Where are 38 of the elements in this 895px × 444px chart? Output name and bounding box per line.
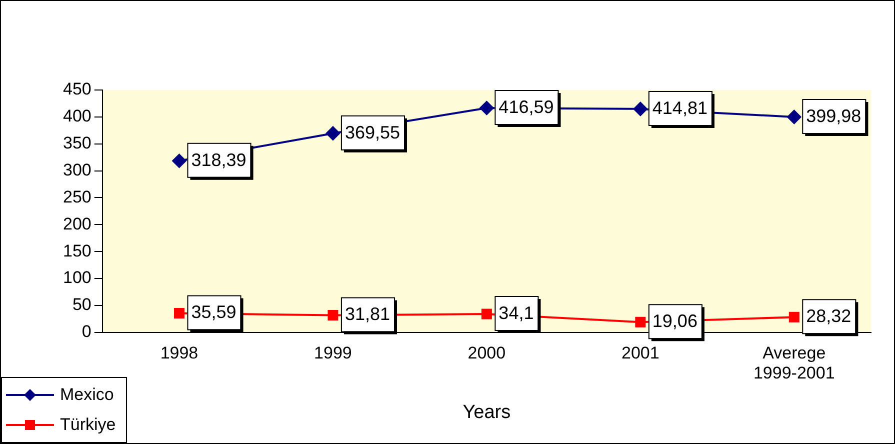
y-tick-label: 350: [62, 134, 92, 153]
point: [328, 310, 338, 321]
data-label: 414,81: [652, 98, 708, 118]
x-tick-label: 1999: [314, 343, 352, 362]
point: [481, 308, 492, 320]
y-tick-label: 250: [62, 187, 92, 206]
y-tick-label: 100: [62, 268, 92, 288]
point: [787, 110, 802, 124]
data-label: 416,59: [498, 96, 554, 117]
point: [174, 308, 184, 318]
y-tick-label: 450: [62, 80, 92, 99]
y-tick-label: 300: [62, 160, 92, 180]
data-label: 35,59: [191, 302, 236, 322]
x-tick-label: 1998: [160, 343, 198, 362]
y-tick-label: 200: [62, 214, 92, 234]
data-label: 34,1: [498, 303, 534, 323]
point: [480, 100, 494, 115]
data-label: 19,06: [652, 311, 698, 332]
legend-label: Mexico: [60, 385, 114, 405]
data-label: 399,98: [806, 106, 862, 126]
data-label: 28,32: [806, 306, 852, 326]
x-axis-title: Years: [462, 402, 511, 423]
data-label: 31,81: [344, 304, 390, 324]
legend-label: Türkiye: [60, 415, 116, 435]
point: [326, 126, 340, 140]
x-tick-label: 2000: [468, 343, 506, 362]
y-tick-label: 400: [62, 106, 92, 126]
y-tick-label: 150: [62, 241, 92, 260]
y-tick-label: 0: [82, 322, 92, 342]
point: [172, 154, 186, 168]
point: [633, 102, 648, 116]
data-label: 369,55: [344, 122, 400, 142]
point: [635, 316, 646, 328]
point: [788, 312, 800, 322]
x-tick-label: 2001: [621, 343, 660, 362]
y-tick-label: 50: [72, 295, 92, 314]
x-tick-label: Averege 1999-2001: [753, 343, 835, 383]
data-label: 318,39: [191, 150, 246, 170]
